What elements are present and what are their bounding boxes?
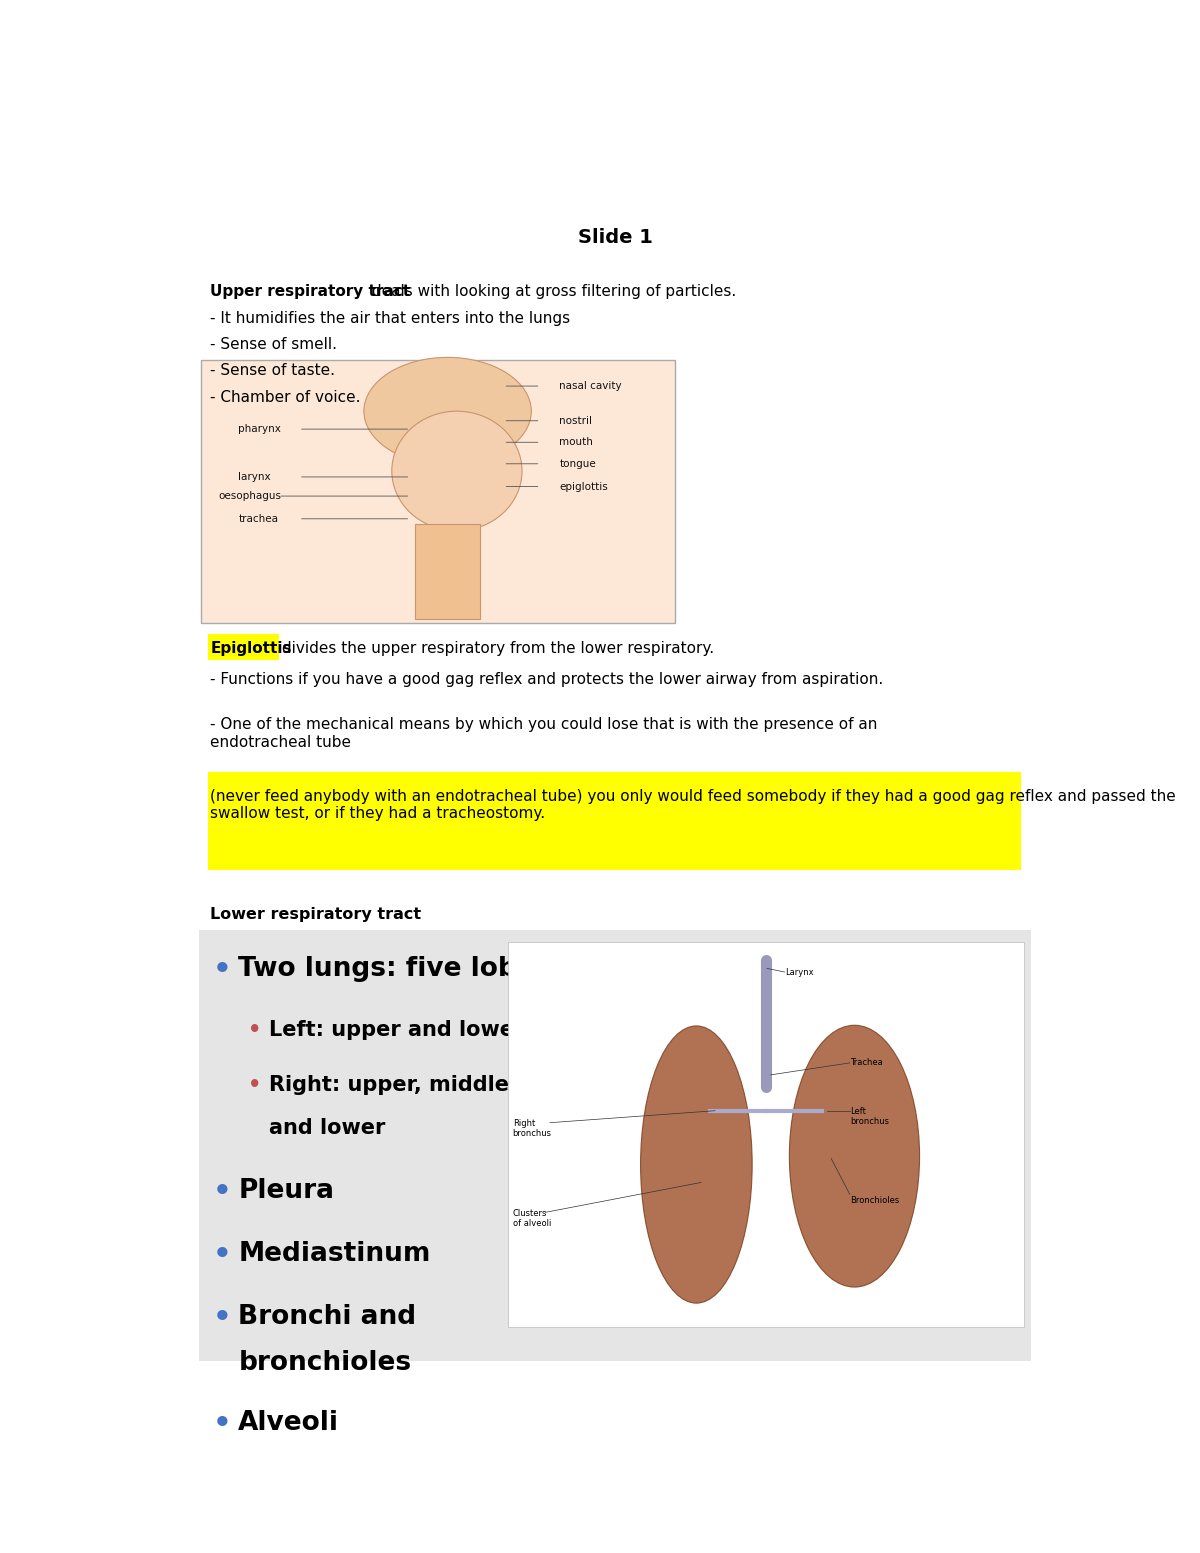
Text: •: • <box>214 957 232 985</box>
Text: •: • <box>214 1177 232 1205</box>
Text: Pleura: Pleura <box>239 1177 335 1204</box>
Text: Two lungs: five lobes: Two lungs: five lobes <box>239 957 551 983</box>
Text: Bronchi and: Bronchi and <box>239 1305 416 1331</box>
Text: - One of the mechanical means by which you could lose that is with the presence : - One of the mechanical means by which y… <box>210 717 878 750</box>
Text: larynx: larynx <box>239 472 271 481</box>
FancyBboxPatch shape <box>202 360 676 623</box>
Text: - Functions if you have a good gag reflex and protects the lower airway from asp: - Functions if you have a good gag refle… <box>210 672 883 686</box>
Text: Right: upper, middle,: Right: upper, middle, <box>269 1075 517 1095</box>
Ellipse shape <box>641 1027 752 1303</box>
Ellipse shape <box>391 412 522 531</box>
Text: Epiglottis: Epiglottis <box>210 641 292 655</box>
Ellipse shape <box>790 1025 919 1287</box>
Text: Larynx: Larynx <box>785 968 814 977</box>
Text: •: • <box>214 1305 232 1332</box>
FancyBboxPatch shape <box>199 930 1031 1360</box>
Text: - Chamber of voice.: - Chamber of voice. <box>210 390 361 405</box>
Text: •: • <box>214 1410 232 1438</box>
Text: trachea: trachea <box>239 514 278 523</box>
Text: divides the upper respiratory from the lower respiratory.: divides the upper respiratory from the l… <box>277 641 714 655</box>
Text: - It humidifies the air that enters into the lungs: - It humidifies the air that enters into… <box>210 311 570 326</box>
Text: nostril: nostril <box>559 416 593 426</box>
Text: (never feed anybody with an endotracheal tube) you only would feed somebody if t: (never feed anybody with an endotracheal… <box>210 789 1176 822</box>
Text: tongue: tongue <box>559 458 596 469</box>
Text: bronchioles: bronchioles <box>239 1350 412 1376</box>
Text: Slide 1: Slide 1 <box>577 228 653 247</box>
Text: nasal cavity: nasal cavity <box>559 380 622 391</box>
Text: mouth: mouth <box>559 438 593 447</box>
Text: Left: upper and lower: Left: upper and lower <box>269 1020 524 1041</box>
Text: oesophagus: oesophagus <box>218 491 281 502</box>
Text: •: • <box>247 1075 262 1095</box>
Text: •: • <box>214 1241 232 1269</box>
FancyBboxPatch shape <box>508 943 1024 1328</box>
Text: Clusters
of alveoli: Clusters of alveoli <box>512 1208 551 1228</box>
Text: epiglottis: epiglottis <box>559 481 608 491</box>
Text: deals with looking at gross filtering of particles.: deals with looking at gross filtering of… <box>366 284 736 300</box>
Text: pharynx: pharynx <box>239 424 281 435</box>
Text: Upper respiratory tract: Upper respiratory tract <box>210 284 410 300</box>
Text: •: • <box>247 1020 262 1041</box>
Text: Right
bronchus: Right bronchus <box>512 1120 552 1138</box>
Ellipse shape <box>364 357 532 464</box>
FancyBboxPatch shape <box>208 634 280 660</box>
Text: Left
bronchus: Left bronchus <box>850 1107 889 1126</box>
Text: Mediastinum: Mediastinum <box>239 1241 431 1267</box>
FancyBboxPatch shape <box>208 772 1021 870</box>
Text: - Sense of taste.: - Sense of taste. <box>210 363 336 379</box>
Text: Lower respiratory tract: Lower respiratory tract <box>210 907 421 922</box>
Text: - Sense of smell.: - Sense of smell. <box>210 337 337 353</box>
Text: Bronchioles: Bronchioles <box>850 1196 899 1205</box>
Text: and lower: and lower <box>269 1118 385 1138</box>
Text: Trachea: Trachea <box>850 1059 882 1067</box>
FancyBboxPatch shape <box>415 523 480 620</box>
Text: Alveoli: Alveoli <box>239 1410 340 1435</box>
